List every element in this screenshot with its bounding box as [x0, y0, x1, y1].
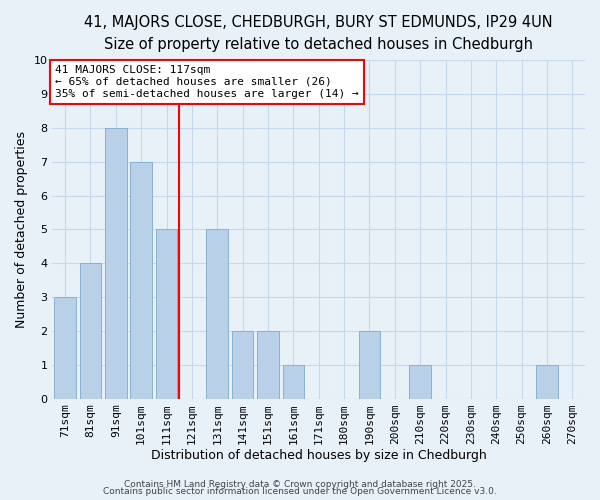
Bar: [206, 230, 228, 398]
Bar: [156, 230, 178, 398]
Bar: [105, 128, 127, 398]
Text: Contains HM Land Registry data © Crown copyright and database right 2025.: Contains HM Land Registry data © Crown c…: [124, 480, 476, 489]
Text: Contains public sector information licensed under the Open Government Licence v3: Contains public sector information licen…: [103, 488, 497, 496]
Bar: [55, 297, 76, 398]
X-axis label: Distribution of detached houses by size in Chedburgh: Distribution of detached houses by size …: [151, 450, 487, 462]
Title: 41, MAJORS CLOSE, CHEDBURGH, BURY ST EDMUNDS, IP29 4UN
Size of property relative: 41, MAJORS CLOSE, CHEDBURGH, BURY ST EDM…: [85, 15, 553, 52]
Bar: [130, 162, 152, 398]
Y-axis label: Number of detached properties: Number of detached properties: [15, 131, 28, 328]
Bar: [536, 365, 558, 398]
Bar: [283, 365, 304, 398]
Text: 41 MAJORS CLOSE: 117sqm
← 65% of detached houses are smaller (26)
35% of semi-de: 41 MAJORS CLOSE: 117sqm ← 65% of detache…: [55, 66, 359, 98]
Bar: [257, 331, 279, 398]
Bar: [80, 264, 101, 398]
Bar: [409, 365, 431, 398]
Bar: [232, 331, 253, 398]
Bar: [359, 331, 380, 398]
